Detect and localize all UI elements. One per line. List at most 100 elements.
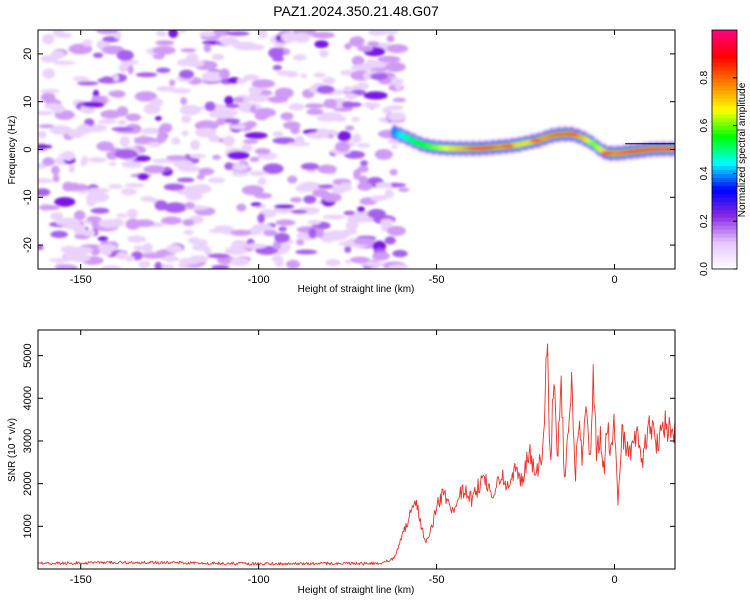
spectrogram-noise-blob — [155, 30, 167, 37]
spectrogram-noise-blob — [133, 219, 155, 227]
colorbar-step — [712, 241, 737, 246]
spectrogram-noise-blob — [391, 144, 399, 149]
spectrogram-noise-blob — [318, 49, 329, 58]
spectrogram-noise-blob — [114, 149, 138, 159]
spectrogram-noise-blob — [208, 135, 221, 143]
spectrogram-noise-blob — [337, 131, 352, 142]
spectrogram-noise-blob — [229, 257, 250, 267]
spectrogram-noise-blob — [241, 144, 253, 153]
colorbar-frame — [711, 29, 738, 270]
spectrogram-noise-blob — [58, 153, 77, 158]
spectrogram-noise-blob — [163, 202, 187, 213]
spectrogram-noise-blob — [273, 240, 282, 250]
spectrogram-noise-blob — [54, 197, 76, 207]
spectrogram-noise-blob — [307, 219, 322, 225]
colorbar-step — [712, 149, 737, 155]
spectrogram-noise-blob — [312, 189, 330, 198]
spectrogram-noise-blob — [108, 184, 123, 189]
spectrogram-noise-blob — [137, 173, 149, 181]
colorbar-step — [712, 233, 737, 238]
spectrogram-noise-blob — [267, 96, 289, 103]
spectrogram-noise-blob — [287, 175, 298, 184]
spectrogram-noise-blob — [219, 36, 239, 45]
spectrogram-noise-field — [38, 30, 410, 269]
spectrogram-noise-blob — [74, 210, 86, 221]
spectrogram-noise-blob — [371, 197, 385, 202]
spectrogram-noise-blob — [254, 192, 273, 199]
spectrogram-noise-blob — [119, 59, 139, 66]
spectrogram-noise-blob — [249, 156, 260, 162]
spectrogram-noise-blob — [225, 103, 240, 109]
spectrogram-noise-blob — [201, 71, 224, 82]
spectrogram-noise-blob — [392, 97, 407, 103]
spectrogram-noise-blob — [187, 237, 201, 244]
spectrogram-noise-blob — [362, 102, 381, 108]
spectrogram-noise-blob — [208, 229, 228, 234]
spectrogram-noise-blob — [385, 30, 399, 35]
spectrogram-noise-blob — [38, 188, 51, 197]
colorbar-step — [712, 141, 737, 147]
spectrogram-noise-blob — [186, 53, 199, 64]
colorbar-step — [712, 89, 737, 95]
spectrogram-noise-blob — [198, 167, 215, 176]
colorbar-ticks: 0.0 0.2 0.4 0.6 0.8 — [699, 70, 737, 276]
spectrogram-noise-blob — [140, 196, 156, 202]
spectrogram-noise-blob — [38, 178, 53, 184]
spectrogram-noise-blob — [244, 243, 267, 249]
spectrogram-noise-blob — [189, 255, 209, 263]
spectrogram-noise-blob — [125, 113, 142, 122]
colorbar-step — [712, 189, 737, 194]
spectrogram-noise-blob — [237, 46, 258, 51]
spectrogram-noise-blob — [387, 112, 407, 121]
spectrogram-noise-blob — [189, 153, 207, 159]
spectrogram-noise-blob — [134, 91, 158, 102]
spectrogram-noise-blob — [164, 166, 171, 172]
spectrogram-noise-blob — [96, 141, 114, 152]
spectrogram-noise-blob — [344, 246, 352, 253]
spectrogram-noise-blob — [397, 187, 410, 192]
spectrogram-noise-blob — [317, 164, 337, 174]
snr-y-tick-label: 1000 — [22, 514, 34, 538]
spectrogram-noise-blob — [316, 115, 339, 122]
spectrogram-noise-blob — [173, 159, 194, 169]
spectrogram-noise-blob — [316, 228, 324, 239]
spectrogram-noise-blob — [258, 30, 268, 39]
spectrogram-y-tick-label: -20 — [22, 237, 34, 253]
spectrogram-noise-blob — [38, 245, 44, 250]
spectrogram-noise-blob — [195, 127, 217, 138]
spectrogram-noise-blob — [141, 253, 166, 259]
colorbar-step — [712, 113, 737, 119]
spectrogram-noise-blob — [257, 177, 267, 186]
spectrogram-noise-blob — [280, 112, 294, 121]
spectrogram-noise-blob — [101, 246, 112, 257]
colorbar-step — [712, 153, 737, 159]
colorbar-step — [712, 81, 737, 87]
spectrogram-noise-blob — [194, 120, 219, 131]
spectrogram-noise-blob — [119, 136, 130, 147]
spectrogram-noise-blob — [268, 47, 284, 59]
spectrogram-noise-blob — [42, 68, 56, 79]
spectrogram-noise-blob — [97, 236, 109, 242]
colorbar-tick-label: 0.0 — [699, 262, 710, 276]
spectrogram-noise-blob — [351, 133, 362, 143]
spectrogram-noise-blob — [207, 177, 225, 184]
spectrogram-noise-blob — [38, 124, 55, 129]
snr-plot-area — [38, 343, 675, 566]
colorbar-tick-label: 0.8 — [699, 70, 710, 84]
spectrogram-ridge-peak — [661, 147, 674, 152]
spectrogram-noise-blob — [250, 202, 262, 207]
spectrogram-noise-blob — [344, 93, 358, 100]
snr-y-axis-label: SNR (10 * v/v) — [7, 418, 18, 482]
spectrogram-noise-blob — [367, 41, 380, 47]
spectrogram-noise-blob — [90, 207, 110, 214]
spectrogram-noise-blob — [353, 210, 372, 216]
spectrogram-noise-blob — [168, 30, 179, 38]
spectrogram-noise-blob — [166, 244, 183, 253]
spectrogram-noise-blob — [367, 208, 386, 219]
spectrogram-noise-blob — [85, 191, 110, 203]
spectrogram-noise-blob — [392, 249, 408, 258]
colorbar-step — [712, 213, 737, 218]
spectrogram-noise-blob — [50, 50, 65, 60]
spectrogram-noise-blob — [111, 127, 135, 132]
spectrogram-noise-blob — [255, 107, 277, 118]
